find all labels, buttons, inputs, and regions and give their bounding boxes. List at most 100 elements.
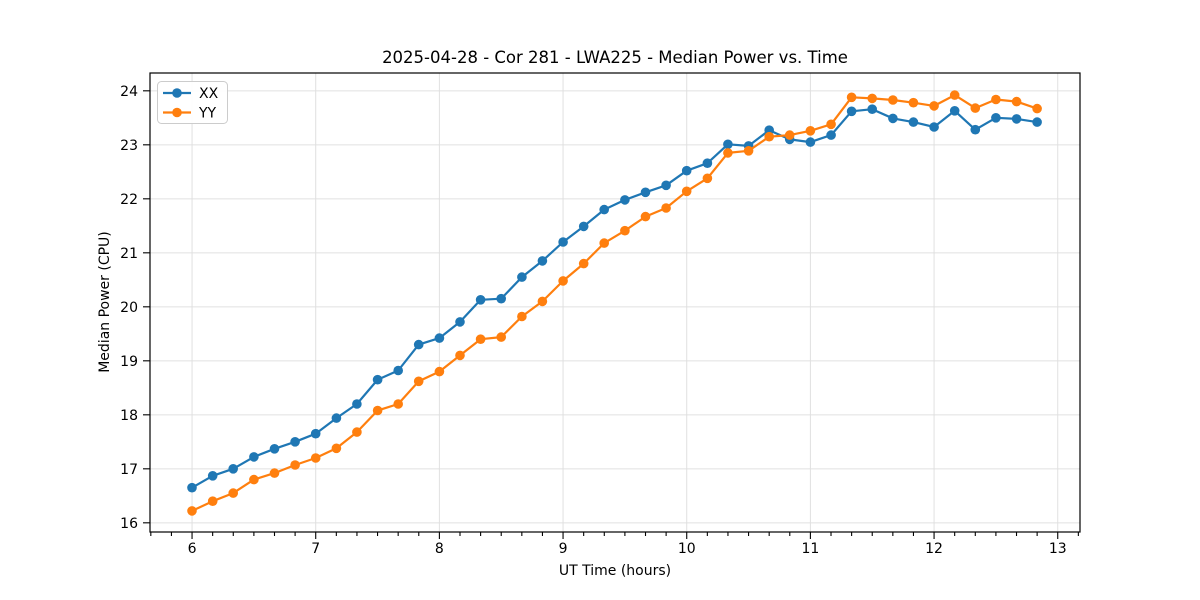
series-YY-marker — [1032, 103, 1042, 114]
series-YY-marker — [207, 496, 218, 507]
x-tick-label: 10 — [678, 541, 696, 557]
series-XX-marker — [413, 339, 424, 350]
series-XX-marker — [455, 317, 465, 327]
series-YY-marker — [764, 131, 774, 142]
series-YY-line — [191, 93, 1038, 512]
series-YY-marker — [991, 94, 1001, 105]
series-XX-marker — [949, 106, 960, 116]
y-tick-label: 19 — [120, 354, 138, 370]
y-tick-label: 22 — [120, 192, 138, 208]
series-YY-marker — [331, 443, 342, 454]
series-YY-marker — [640, 211, 651, 222]
series-YY-marker — [558, 276, 568, 286]
legend-sample-marker — [172, 107, 182, 118]
series-YY-marker — [784, 130, 795, 140]
series-YY-marker — [805, 126, 816, 136]
series-XX-marker — [187, 482, 197, 493]
series-YY-marker — [228, 488, 238, 498]
series-XX-marker — [207, 471, 218, 481]
x-axis-label: UT Time (hours) — [558, 563, 672, 579]
x-tick-label: 11 — [801, 541, 819, 557]
series-YY-marker — [826, 119, 836, 130]
series-YY-marker — [517, 311, 527, 322]
x-tick-label: 9 — [559, 541, 568, 557]
series-XX-marker — [372, 374, 383, 385]
series-XX-marker — [517, 272, 527, 282]
chart-title: 2025-04-28 - Cor 281 - LWA225 - Median P… — [382, 48, 848, 67]
series-XX-marker — [929, 122, 939, 132]
series-YY-marker — [949, 90, 960, 100]
series-XX-marker — [249, 452, 259, 462]
series-XX-marker — [991, 113, 1001, 123]
series-XX-marker — [723, 139, 733, 150]
series-XX-marker — [805, 137, 816, 147]
series-YY-marker — [249, 474, 259, 485]
y-tick-label: 23 — [120, 138, 138, 154]
series-YY-marker — [908, 97, 919, 108]
series-XX-marker — [846, 106, 857, 117]
y-tick-label: 20 — [120, 300, 138, 316]
series-YY-marker — [455, 350, 465, 361]
series-YY-marker — [187, 506, 197, 516]
series-YY-marker — [599, 238, 609, 248]
y-tick-label: 24 — [120, 84, 138, 100]
series-YY-marker — [681, 186, 692, 197]
series-YY-marker — [269, 468, 280, 478]
series-YY — [187, 90, 1042, 516]
series-XX-marker — [269, 444, 280, 454]
series-YY-marker — [723, 148, 733, 158]
series-XX-marker — [599, 204, 609, 215]
series-YY-marker — [888, 95, 898, 105]
series-XX-marker — [908, 117, 919, 127]
series-YY-marker — [434, 366, 445, 377]
series-XX-marker — [310, 428, 321, 439]
series-YY-marker — [1011, 96, 1022, 107]
series-XX-marker — [661, 180, 671, 191]
tick-label-group: 6 7 8 9 10 11 12 13 16 17 18 19 20 21 22 23 24 — [120, 84, 1066, 557]
series-XX-marker — [888, 113, 898, 124]
series-XX-marker — [434, 333, 445, 343]
series-XX-marker — [867, 104, 877, 114]
series-XX-marker — [681, 165, 692, 176]
x-tick-label: 7 — [311, 541, 320, 557]
series-XX-marker — [290, 437, 300, 447]
series-YY-marker — [475, 334, 486, 345]
series-YY-marker — [496, 332, 507, 342]
series-XX-marker — [393, 365, 404, 376]
series-YY-marker — [846, 92, 857, 103]
series-YY-marker — [372, 405, 383, 416]
series-XX-marker — [331, 413, 342, 423]
series-XX-marker — [640, 187, 651, 198]
series-XX-marker — [1032, 117, 1042, 127]
y-axis-label: Median Power (CPU) — [97, 231, 113, 373]
y-tick-label: 18 — [120, 408, 138, 424]
legend-label: XX — [199, 86, 219, 102]
series-XX-marker — [475, 295, 486, 305]
series-XX-marker — [970, 124, 981, 135]
series-XX-marker — [537, 256, 548, 266]
series-XX-marker — [702, 158, 713, 168]
y-tick-label: 21 — [120, 246, 138, 262]
x-tick-label: 12 — [925, 541, 943, 557]
series-YY-marker — [867, 93, 877, 104]
series-XX-marker — [1011, 114, 1022, 124]
series-YY-marker — [702, 173, 713, 184]
series-YY-marker — [661, 203, 671, 213]
series-YY-marker — [413, 376, 424, 387]
series-YY-marker — [578, 258, 589, 269]
series-YY-marker — [290, 460, 300, 470]
series-XX-marker — [620, 195, 630, 205]
series-YY-marker — [743, 146, 754, 156]
series-XX-marker — [558, 237, 568, 247]
series-YY-marker — [393, 399, 404, 409]
series-YY-marker — [537, 296, 548, 307]
series-YY-marker — [970, 103, 981, 113]
series-YY-marker — [310, 453, 321, 463]
x-tick-label: 8 — [435, 541, 444, 557]
y-tick-label: 16 — [120, 516, 138, 532]
series-YY-marker — [352, 427, 362, 437]
series-XX-marker — [228, 464, 238, 474]
legend: XX YY — [157, 81, 228, 124]
